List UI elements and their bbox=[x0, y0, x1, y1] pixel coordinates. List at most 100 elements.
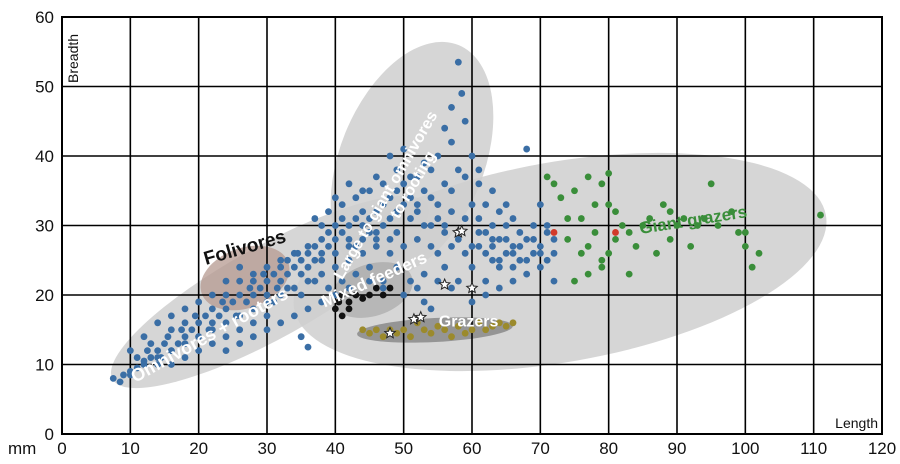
data-point bbox=[400, 180, 408, 188]
data-point bbox=[448, 284, 455, 292]
data-point bbox=[393, 263, 401, 271]
data-point bbox=[372, 236, 380, 243]
data-point bbox=[208, 340, 216, 348]
data-point bbox=[246, 284, 254, 292]
data-point bbox=[454, 166, 462, 174]
y-tick-label: 60 bbox=[35, 8, 54, 27]
data-point bbox=[454, 58, 462, 66]
data-point bbox=[140, 357, 148, 365]
data-point bbox=[284, 284, 291, 292]
data-point bbox=[236, 340, 244, 348]
data-point bbox=[550, 249, 558, 257]
data-point bbox=[140, 333, 148, 341]
data-point bbox=[489, 256, 496, 264]
data-point bbox=[448, 333, 455, 341]
x-tick-label: 10 bbox=[121, 439, 140, 458]
data-point bbox=[653, 249, 660, 257]
data-point bbox=[577, 215, 585, 222]
data-point bbox=[366, 215, 373, 222]
data-point bbox=[236, 277, 244, 285]
data-point-star bbox=[438, 277, 452, 291]
data-point bbox=[413, 284, 421, 292]
data-point bbox=[509, 319, 517, 327]
data-point bbox=[612, 229, 619, 236]
data-point bbox=[420, 298, 428, 306]
data-point bbox=[523, 236, 531, 243]
data-point bbox=[338, 215, 346, 222]
data-point bbox=[379, 291, 387, 299]
data-point bbox=[605, 249, 613, 257]
data-point bbox=[208, 291, 216, 299]
data-point bbox=[516, 256, 524, 264]
data-point bbox=[646, 215, 654, 222]
data-point bbox=[393, 187, 401, 195]
data-point bbox=[393, 166, 401, 174]
data-point bbox=[331, 222, 339, 229]
data-point bbox=[331, 291, 339, 299]
data-point bbox=[167, 326, 175, 334]
data-point bbox=[366, 187, 373, 195]
data-point bbox=[427, 305, 435, 313]
data-point bbox=[625, 270, 633, 278]
data-point bbox=[236, 312, 244, 320]
data-point bbox=[178, 326, 185, 334]
data-point bbox=[557, 194, 565, 202]
data-point bbox=[755, 249, 763, 257]
data-point bbox=[441, 326, 449, 334]
data-point bbox=[325, 229, 332, 236]
data-point bbox=[543, 222, 551, 229]
unit-label: mm bbox=[8, 439, 36, 458]
data-point-star bbox=[455, 224, 469, 237]
x-tick-label: 80 bbox=[599, 439, 618, 458]
data-point bbox=[584, 173, 592, 181]
data-point bbox=[208, 326, 216, 334]
data-point bbox=[126, 371, 134, 379]
x-tick-label: 110 bbox=[800, 439, 827, 458]
data-point bbox=[236, 291, 244, 299]
data-point bbox=[359, 187, 367, 195]
y-tick-label: 50 bbox=[35, 78, 54, 97]
data-point bbox=[284, 270, 291, 278]
data-point bbox=[222, 277, 230, 285]
data-point bbox=[489, 242, 496, 250]
x-tick-label: 100 bbox=[731, 439, 759, 458]
data-point bbox=[195, 347, 203, 354]
data-point bbox=[304, 305, 312, 313]
data-point bbox=[345, 222, 353, 229]
data-point bbox=[277, 277, 285, 285]
data-point bbox=[116, 378, 124, 386]
data-point bbox=[434, 249, 442, 257]
data-point bbox=[222, 347, 230, 354]
data-point bbox=[680, 215, 688, 222]
data-point bbox=[345, 284, 353, 292]
data-point bbox=[222, 319, 230, 327]
data-point bbox=[741, 229, 749, 236]
data-point bbox=[502, 322, 510, 330]
data-point bbox=[605, 201, 613, 209]
data-point bbox=[420, 270, 428, 278]
x-tick-label: 0 bbox=[57, 439, 66, 458]
data-point bbox=[564, 236, 572, 243]
data-point bbox=[714, 222, 722, 229]
data-point bbox=[386, 152, 394, 160]
data-point bbox=[448, 187, 455, 195]
data-point bbox=[482, 326, 490, 334]
y-tick-label: 20 bbox=[35, 286, 54, 305]
data-point bbox=[458, 90, 466, 97]
data-point bbox=[379, 180, 387, 188]
data-point bbox=[359, 295, 367, 302]
data-point bbox=[516, 242, 524, 250]
data-point bbox=[256, 284, 264, 292]
data-point bbox=[605, 169, 613, 177]
data-point bbox=[482, 277, 490, 285]
data-point bbox=[618, 222, 626, 229]
data-point bbox=[817, 211, 824, 219]
data-point bbox=[386, 194, 394, 202]
data-point bbox=[304, 277, 312, 285]
data-point bbox=[461, 249, 469, 257]
data-point bbox=[236, 263, 244, 271]
data-point bbox=[297, 256, 305, 264]
data-point bbox=[372, 173, 380, 181]
data-point bbox=[482, 201, 490, 209]
data-point bbox=[393, 229, 401, 236]
